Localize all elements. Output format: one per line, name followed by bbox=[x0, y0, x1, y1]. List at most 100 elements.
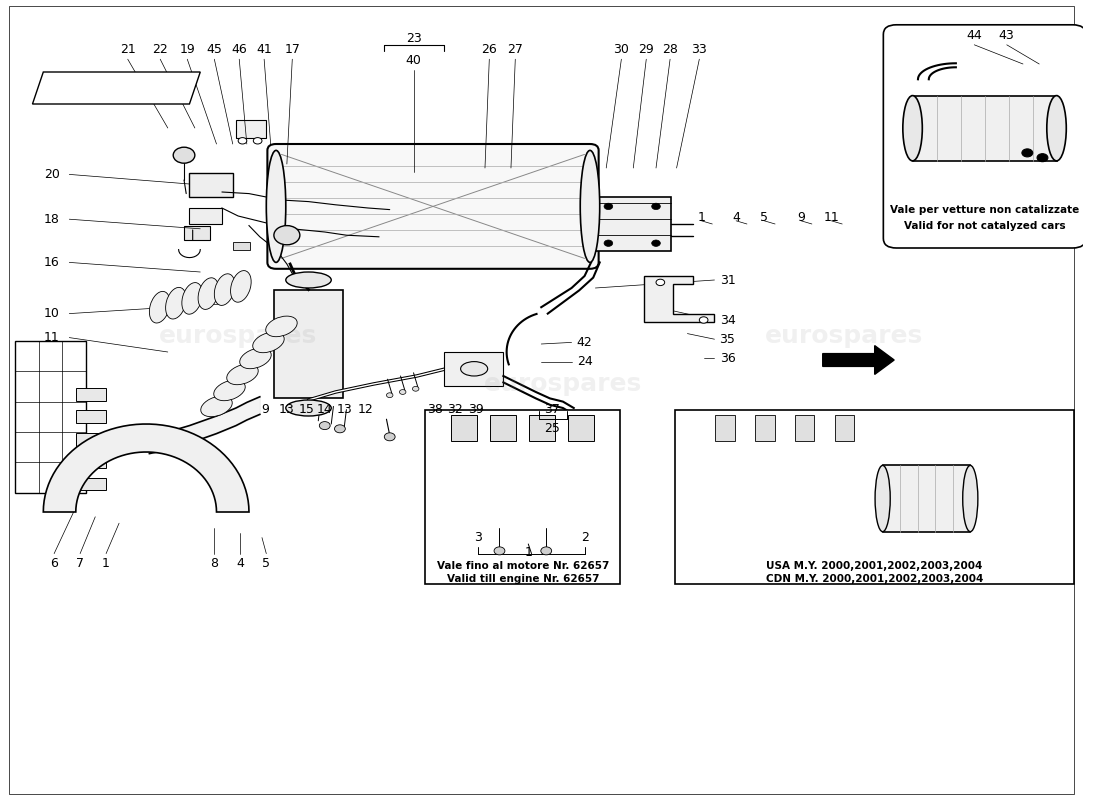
Text: eurospares: eurospares bbox=[484, 372, 642, 396]
Text: 14: 14 bbox=[317, 403, 332, 416]
Text: 13: 13 bbox=[337, 403, 352, 416]
Text: 9: 9 bbox=[798, 211, 805, 224]
Text: 12: 12 bbox=[358, 403, 374, 416]
Circle shape bbox=[253, 138, 262, 144]
Ellipse shape bbox=[150, 291, 170, 323]
Text: 9: 9 bbox=[262, 403, 270, 416]
Text: 34: 34 bbox=[719, 314, 735, 326]
Text: 15: 15 bbox=[298, 403, 315, 416]
Circle shape bbox=[384, 433, 395, 441]
Bar bbox=[569, 415, 594, 441]
Text: 1: 1 bbox=[697, 211, 705, 224]
Circle shape bbox=[1022, 149, 1033, 157]
Text: 36: 36 bbox=[719, 352, 735, 365]
Bar bbox=[233, 242, 250, 250]
Text: 33: 33 bbox=[692, 43, 707, 56]
Bar bbox=[274, 290, 343, 398]
Circle shape bbox=[651, 203, 660, 210]
Circle shape bbox=[494, 547, 505, 555]
Text: 39: 39 bbox=[469, 403, 484, 416]
Bar bbox=[715, 415, 735, 441]
Text: 26: 26 bbox=[482, 43, 497, 56]
Text: 10: 10 bbox=[44, 307, 59, 320]
Text: 46: 46 bbox=[231, 43, 248, 56]
Bar bbox=[593, 197, 671, 251]
Text: CDN M.Y. 2000,2001,2002,2003,2004: CDN M.Y. 2000,2001,2002,2003,2004 bbox=[766, 574, 983, 584]
Text: 16: 16 bbox=[44, 256, 59, 269]
Text: 38: 38 bbox=[427, 403, 443, 416]
Text: 32: 32 bbox=[447, 403, 462, 416]
Circle shape bbox=[651, 240, 660, 246]
Ellipse shape bbox=[461, 362, 487, 376]
Bar bbox=[835, 415, 855, 441]
Text: 21: 21 bbox=[120, 43, 135, 56]
Ellipse shape bbox=[266, 316, 297, 337]
Text: 8: 8 bbox=[210, 557, 218, 570]
Text: 19: 19 bbox=[179, 43, 195, 56]
Bar bbox=[189, 173, 233, 197]
Bar bbox=[491, 415, 516, 441]
Ellipse shape bbox=[962, 466, 978, 532]
Text: 22: 22 bbox=[152, 43, 168, 56]
Circle shape bbox=[274, 226, 300, 245]
Circle shape bbox=[386, 393, 393, 398]
Text: 2: 2 bbox=[581, 531, 589, 544]
Text: 30: 30 bbox=[614, 43, 629, 56]
Text: 43: 43 bbox=[999, 29, 1014, 42]
Ellipse shape bbox=[266, 150, 286, 262]
Bar bbox=[443, 352, 504, 386]
Circle shape bbox=[334, 425, 345, 433]
Text: 40: 40 bbox=[406, 54, 421, 67]
Ellipse shape bbox=[1047, 96, 1066, 161]
Text: 44: 44 bbox=[967, 29, 982, 42]
Bar bbox=[189, 208, 222, 224]
Circle shape bbox=[656, 279, 664, 286]
Bar bbox=[529, 415, 556, 441]
Circle shape bbox=[604, 203, 613, 210]
Ellipse shape bbox=[876, 466, 890, 532]
Text: 25: 25 bbox=[544, 422, 560, 435]
Text: 17: 17 bbox=[284, 43, 300, 56]
Ellipse shape bbox=[286, 272, 331, 288]
Polygon shape bbox=[43, 424, 249, 512]
Ellipse shape bbox=[240, 348, 272, 369]
Text: 6: 6 bbox=[51, 557, 58, 570]
Ellipse shape bbox=[166, 287, 186, 319]
Ellipse shape bbox=[198, 278, 219, 310]
Circle shape bbox=[412, 386, 419, 391]
Bar bbox=[76, 478, 106, 490]
Text: 37: 37 bbox=[544, 403, 560, 416]
Ellipse shape bbox=[231, 270, 251, 302]
Ellipse shape bbox=[182, 282, 202, 314]
Text: 3: 3 bbox=[474, 531, 483, 544]
Text: 4: 4 bbox=[733, 211, 740, 224]
Text: 24: 24 bbox=[576, 355, 593, 368]
Bar bbox=[675, 410, 1074, 584]
Text: Vale fino al motore Nr. 62657: Vale fino al motore Nr. 62657 bbox=[437, 562, 609, 571]
Circle shape bbox=[700, 317, 708, 323]
Bar bbox=[15, 341, 86, 493]
Circle shape bbox=[319, 422, 330, 430]
FancyBboxPatch shape bbox=[883, 25, 1086, 248]
Text: 18: 18 bbox=[44, 213, 59, 226]
Ellipse shape bbox=[253, 332, 284, 353]
Circle shape bbox=[541, 547, 552, 555]
Polygon shape bbox=[823, 346, 894, 374]
Bar bbox=[184, 226, 210, 240]
Polygon shape bbox=[33, 72, 200, 104]
Text: 42: 42 bbox=[576, 336, 593, 349]
Text: Valid till engine Nr. 62657: Valid till engine Nr. 62657 bbox=[447, 574, 600, 584]
Bar bbox=[236, 120, 266, 138]
Circle shape bbox=[399, 390, 406, 394]
Bar bbox=[795, 415, 814, 441]
Ellipse shape bbox=[286, 400, 331, 416]
Text: 1: 1 bbox=[525, 546, 532, 558]
Text: 20: 20 bbox=[44, 168, 59, 181]
Text: 35: 35 bbox=[719, 333, 736, 346]
Circle shape bbox=[239, 138, 246, 144]
Bar bbox=[913, 96, 1056, 161]
Bar bbox=[76, 455, 106, 468]
Text: 7: 7 bbox=[76, 557, 84, 570]
Text: 11: 11 bbox=[44, 331, 59, 344]
Text: 13: 13 bbox=[279, 403, 295, 416]
